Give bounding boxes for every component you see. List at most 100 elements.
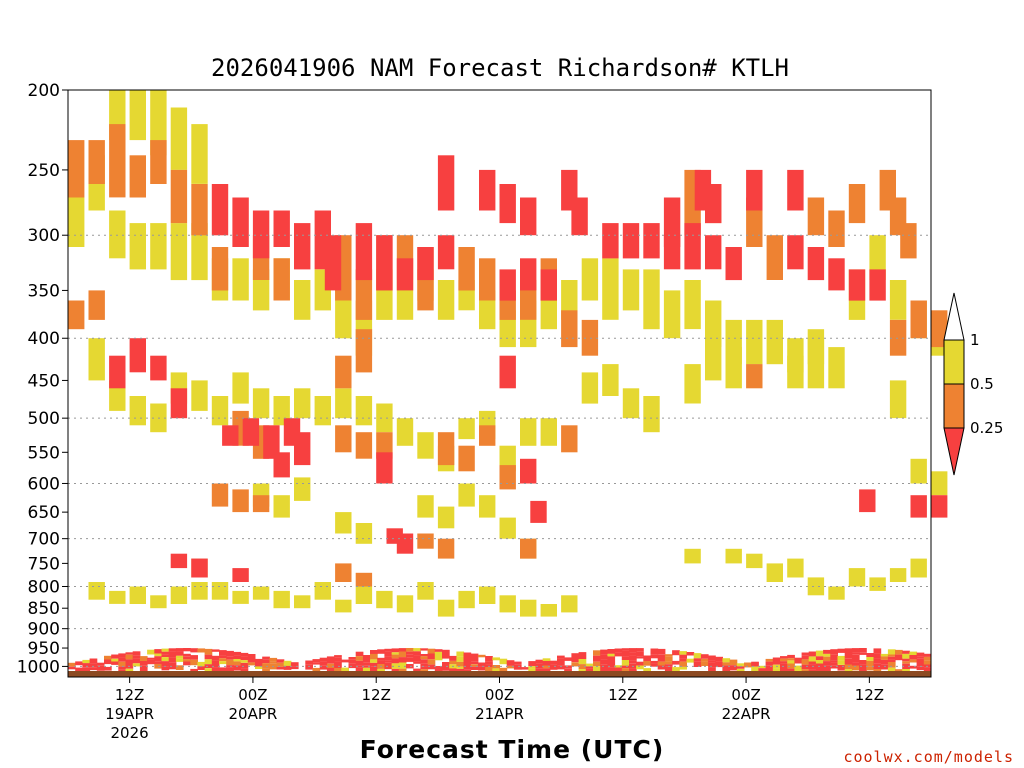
boundary-layer-cell (916, 658, 925, 661)
boundary-layer-cell (916, 661, 925, 667)
heatmap-cell (335, 512, 352, 534)
heatmap-cell (242, 418, 260, 446)
boundary-layer-cell (923, 656, 932, 661)
boundary-layer-cell (643, 655, 651, 662)
boundary-layer-cell (801, 652, 810, 656)
boundary-layer-cell (175, 655, 184, 658)
boundary-layer-cell (736, 666, 745, 669)
boundary-layer-cell (456, 661, 465, 667)
boundary-layer-cell (413, 651, 421, 656)
heatmap-cell (324, 235, 342, 291)
heatmap-cell (68, 140, 85, 198)
boundary-layer-cell (794, 665, 803, 671)
heatmap-cell (848, 184, 866, 224)
boundary-layer-cell (139, 656, 148, 661)
boundary-layer-cell (693, 653, 702, 659)
boundary-layer-cell (168, 662, 177, 665)
boundary-layer-cell (801, 659, 810, 665)
boundary-layer-cell (614, 652, 623, 657)
boundary-layer-cell (571, 658, 580, 663)
boundary-layer-cell (362, 655, 371, 658)
boundary-layer-cell (463, 669, 472, 673)
boundary-layer-cell (442, 662, 450, 668)
boundary-layer-cell (168, 651, 177, 655)
boundary-layer-cell (154, 661, 162, 664)
heatmap-cell (458, 418, 475, 440)
heatmap-cell (622, 388, 640, 419)
boundary-layer-cell (434, 656, 443, 661)
boundary-layer-cell (240, 660, 249, 663)
boundary-layer-cell (664, 666, 673, 672)
boundary-layer-cell (132, 658, 141, 664)
boundary-layer-cell (226, 659, 234, 666)
y-tick-label: 700 (28, 530, 60, 550)
boundary-layer-cell (183, 656, 191, 660)
boundary-layer-cell (880, 659, 889, 665)
heatmap-cell (170, 169, 188, 224)
boundary-layer-cell (183, 659, 191, 662)
boundary-layer-cell (830, 651, 838, 655)
boundary-layer-cell (672, 667, 680, 673)
boundary-layer-cell (391, 663, 400, 669)
boundary-layer-cell (823, 653, 831, 657)
boundary-layer-cell (801, 655, 810, 660)
heatmap-cell (787, 235, 804, 270)
boundary-layer-cell (406, 657, 414, 662)
heatmap-cell (746, 169, 763, 211)
boundary-layer-cell (154, 656, 162, 662)
heatmap-cell (499, 517, 516, 539)
heatmap-cell (150, 223, 167, 270)
heatmap-cell (437, 155, 455, 211)
boundary-layer-cell (147, 659, 155, 665)
boundary-layer-cell (535, 659, 544, 664)
heatmap-cell (540, 269, 557, 301)
boundary-layer-cell (219, 667, 227, 672)
heatmap-cell (643, 223, 660, 259)
boundary-layer-cell (600, 664, 608, 669)
heatmap-cell (335, 355, 352, 389)
boundary-layer-cell (463, 656, 472, 660)
boundary-layer-cell (657, 648, 666, 655)
boundary-layer-cell (895, 669, 903, 672)
boundary-layer-cell (557, 665, 565, 670)
boundary-layer-cell (513, 664, 522, 670)
boundary-layer-cell (370, 650, 378, 654)
boundary-layer-cell (362, 667, 371, 671)
heatmap-cell (222, 425, 239, 446)
boundary-layer-cell (636, 656, 644, 659)
heatmap-cell (211, 247, 229, 291)
boundary-layer-cell (406, 651, 414, 655)
boundary-layer-cell (830, 654, 838, 661)
boundary-layer-cell (175, 648, 184, 652)
boundary-layer-cell (672, 650, 680, 656)
boundary-layer-cell (168, 648, 177, 652)
boundary-layer-cell (823, 661, 831, 666)
boundary-layer-cell (492, 668, 500, 673)
boundary-layer-cell (449, 660, 457, 665)
boundary-layer-cell (211, 655, 220, 661)
boundary-layer-cell (398, 662, 407, 666)
boundary-layer-cell (902, 669, 910, 672)
boundary-layer-cell (593, 661, 601, 667)
x-tick-label: 2026 (111, 724, 149, 742)
boundary-layer-cell (470, 657, 479, 662)
boundary-layer-cell (334, 665, 342, 668)
boundary-layer-cell (866, 660, 874, 667)
boundary-layer-cell (434, 649, 443, 652)
x-tick-label: 19APR (105, 705, 154, 723)
boundary-layer-cell (190, 659, 198, 666)
boundary-layer-cell (851, 662, 860, 666)
boundary-layer-cell (499, 658, 508, 665)
heatmap-cell (581, 372, 599, 404)
heatmap-cell (191, 558, 208, 578)
boundary-layer-cell (851, 657, 860, 663)
heatmap-cell (520, 458, 537, 484)
boundary-layer-cell (312, 659, 321, 663)
heatmap-cell (746, 319, 763, 365)
boundary-layer-cell (787, 660, 795, 664)
heatmap-cell (705, 184, 722, 224)
boundary-layer-cell (384, 662, 393, 668)
heatmap-cell (335, 599, 352, 613)
boundary-layer-cell (815, 667, 824, 673)
boundary-layer-cell (183, 661, 191, 666)
